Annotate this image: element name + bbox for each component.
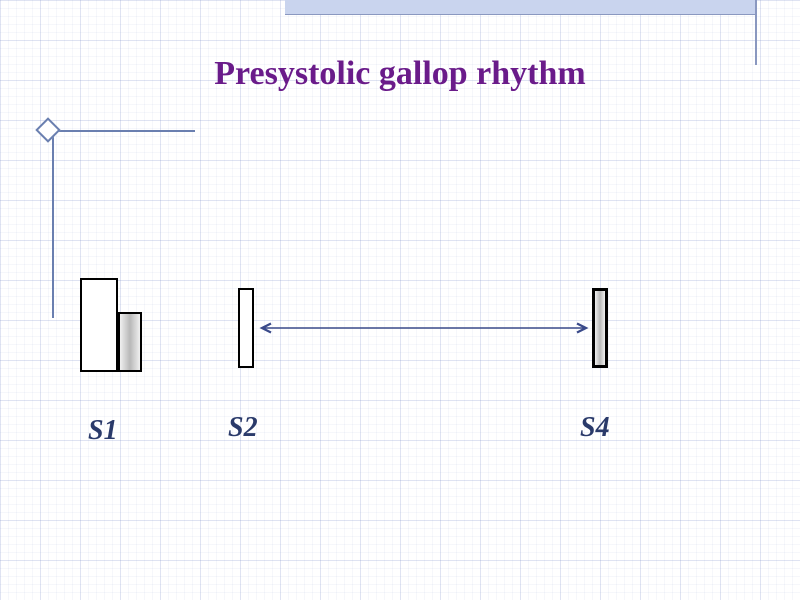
label-s2: S2 <box>228 412 258 444</box>
slide: Presystolic gallop rhythm S1S2S4 <box>0 0 800 600</box>
diastole-arrow <box>0 0 800 600</box>
label-s4: S4 <box>580 412 610 444</box>
label-s1: S1 <box>88 415 118 447</box>
